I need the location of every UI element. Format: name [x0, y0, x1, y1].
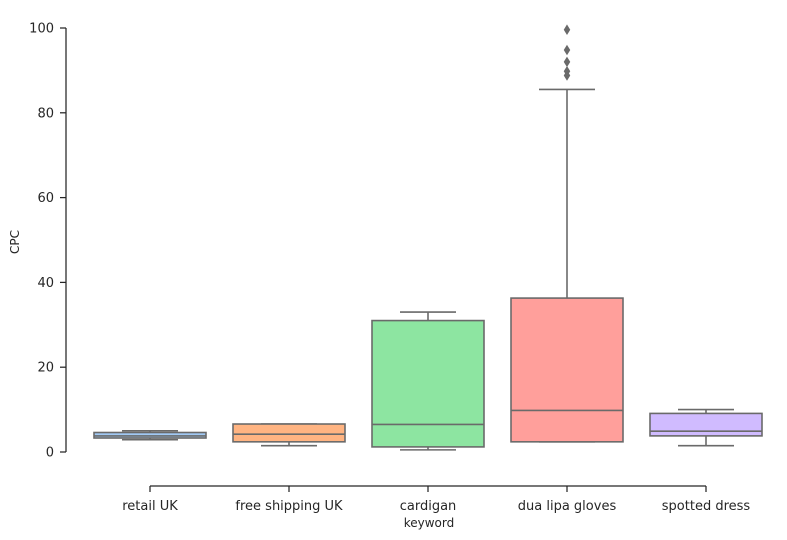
x-tick-label: spotted dress: [662, 499, 751, 514]
outlier-point: [563, 56, 571, 68]
outlier-point: [563, 44, 571, 56]
iqr-box: [649, 412, 763, 437]
y-tick-label: 60: [37, 191, 54, 206]
x-tick-label: free shipping UK: [235, 499, 343, 514]
x-tick-label: cardigan: [400, 499, 457, 514]
y-tick-label: 40: [37, 276, 54, 291]
box-retail-uk: [93, 429, 207, 441]
outlier-point: [563, 24, 571, 35]
y-tick-label: 0: [46, 446, 54, 461]
y-tick-label: 100: [29, 22, 54, 37]
y-tick-label: 20: [37, 361, 54, 376]
iqr-box: [371, 319, 485, 448]
x-axis: retail UK free shipping UK cardigan dua lip…: [122, 485, 751, 514]
x-axis-label: keyword: [404, 516, 455, 530]
y-tick-label: 80: [37, 106, 54, 121]
iqr-box: [510, 297, 624, 443]
boxes: [93, 24, 763, 451]
iqr-box: [232, 423, 346, 443]
x-tick-label: retail UK: [122, 499, 178, 514]
box-cardigan: [371, 311, 485, 451]
outlier-point: [563, 65, 571, 77]
y-axis-label: CPC: [8, 230, 22, 254]
x-tick-label: dua lipa gloves: [518, 499, 617, 514]
y-axis: 0 20 40 60 80 100: [29, 22, 67, 461]
box-dua-lipa-gloves: [510, 24, 624, 443]
box-free-shipping-uk: [232, 423, 346, 447]
box-spotted-dress: [649, 408, 763, 447]
